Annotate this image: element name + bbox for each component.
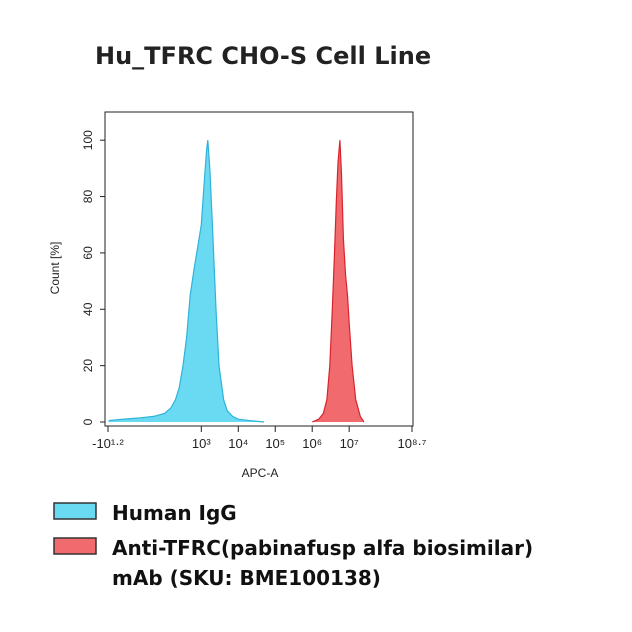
legend-swatch: [53, 537, 97, 555]
x-tick-label: 10⁸·⁷: [398, 436, 427, 451]
y-tick-label: 20: [81, 359, 95, 373]
y-tick-label: 60: [81, 246, 95, 260]
x-tick-label: 10⁷: [340, 436, 359, 451]
y-tick-label: 40: [81, 302, 95, 316]
x-tick-label: 10⁴: [228, 436, 248, 451]
x-axis-title: APC-A: [242, 466, 279, 480]
histogram-line: [311, 140, 365, 423]
y-tick-label: 100: [81, 130, 95, 150]
y-tick-label: 0: [81, 418, 95, 425]
legend-swatch: [53, 502, 97, 520]
x-tick-label: 10⁶: [302, 436, 322, 451]
x-tick-label: 10³: [192, 436, 211, 451]
chart-title: Hu_TFRC CHO-S Cell Line: [95, 42, 431, 70]
x-tick-label: 10⁵: [265, 436, 285, 451]
histogram-area: [108, 140, 265, 422]
y-axis-title: Count [%]: [48, 242, 62, 295]
x-tick-label: -10¹·²: [92, 436, 124, 451]
histogram-line: [108, 140, 265, 423]
plot-frame: [104, 111, 414, 427]
histogram-area: [312, 140, 364, 422]
legend-label: Human IgG: [112, 501, 237, 525]
legend-label: Anti-TFRC(pabinafusp alfa biosimilar) mA…: [112, 536, 534, 590]
y-tick-label: 80: [81, 190, 95, 204]
